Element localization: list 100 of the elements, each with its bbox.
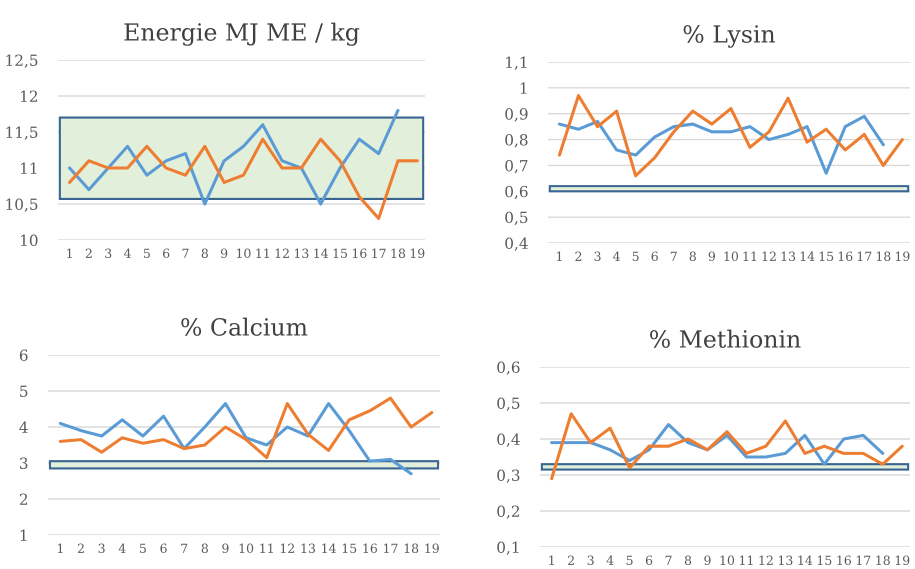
x-tick-label: 19 — [410, 248, 424, 258]
line-series — [550, 412, 904, 480]
x-tick-label: 10 — [237, 248, 251, 258]
x-tick-label: 14 — [798, 556, 812, 565]
x-tick-label: 10 — [720, 556, 734, 566]
chart-title: Energie MJ ME / kg — [124, 22, 360, 46]
x-tick-label: 4 — [118, 544, 126, 553]
x-tick-label: 1 — [58, 544, 63, 553]
x-tick-label: 11 — [744, 252, 756, 261]
x-tick-label: 2 — [568, 556, 574, 565]
y-tick-label: 1 — [520, 82, 526, 94]
y-tick-label: 4 — [19, 421, 28, 433]
y-tick-label: 1,1 — [506, 56, 526, 70]
x-tick-label: 4 — [613, 252, 620, 261]
y-tick-label: 12 — [20, 90, 38, 102]
x-tick-label: 11 — [260, 544, 273, 553]
y-tick-label: 2 — [20, 493, 28, 505]
x-tick-label: 13 — [782, 252, 796, 262]
x-tick-label: 11 — [740, 556, 753, 565]
x-tick-label: 18 — [876, 252, 890, 262]
x-tick-label: 18 — [392, 248, 406, 258]
x-tick-label: 15 — [334, 248, 347, 258]
x-tick-label: 9 — [222, 544, 229, 554]
y-tick-label: 1 — [20, 529, 26, 541]
x-tick-label: 6 — [652, 252, 658, 262]
x-tick-label: 2 — [78, 544, 84, 553]
x-tick-label: 17 — [372, 248, 386, 258]
y-tick-label: 0,6 — [505, 186, 528, 200]
y-tick-label: 0,4 — [497, 433, 520, 447]
x-tick-label: 16 — [352, 248, 366, 258]
x-tick-label: 15 — [342, 544, 356, 554]
x-tick-label: 19 — [425, 544, 439, 554]
x-tick-label: 19 — [896, 252, 910, 262]
x-tick-label: 8 — [202, 544, 208, 554]
y-tick-label: 0,6 — [497, 361, 520, 375]
x-tick-label: 5 — [632, 252, 639, 262]
line-series — [68, 108, 400, 206]
x-tick-label: 8 — [202, 248, 208, 258]
x-tick-label: 8 — [690, 252, 696, 262]
x-tick-label: 5 — [144, 248, 150, 258]
line-series — [558, 114, 885, 175]
x-tick-label: 1 — [67, 248, 72, 258]
x-tick-label: 7 — [666, 556, 672, 565]
y-tick-label: 0,3 — [497, 469, 520, 483]
x-tick-label: 12 — [762, 252, 776, 261]
chart-title: % Methionin — [650, 330, 801, 348]
x-tick-label: 1 — [556, 252, 562, 261]
x-tick-label: 12 — [280, 544, 294, 553]
x-tick-label: 15 — [820, 252, 834, 262]
x-tick-label: 11 — [256, 248, 269, 258]
x-tick-label: 8 — [684, 556, 692, 566]
x-tick-label: 5 — [626, 556, 633, 566]
x-tick-label: 16 — [363, 544, 378, 554]
x-tick-label: 7 — [182, 248, 189, 258]
y-tick-label: 11,5 — [6, 126, 38, 140]
y-tick-label: 3 — [20, 457, 28, 470]
y-tick-label: 10,5 — [6, 198, 38, 212]
x-tick-label: 14 — [322, 544, 336, 553]
y-tick-label: 0,8 — [505, 134, 528, 148]
x-tick-label: 9 — [708, 252, 715, 262]
x-tick-label: 4 — [124, 248, 131, 258]
x-tick-label: 17 — [858, 252, 872, 261]
x-tick-label: 10 — [240, 544, 254, 554]
y-tick-label: 0,5 — [505, 212, 528, 226]
x-tick-label: 18 — [404, 544, 418, 554]
x-tick-label: 12 — [276, 248, 289, 258]
x-tick-label: 13 — [778, 556, 792, 566]
line-series — [68, 138, 419, 220]
y-tick-label: 11 — [20, 162, 36, 174]
x-tick-label: 9 — [220, 248, 228, 258]
x-tick-label: 16 — [837, 556, 851, 566]
y-tick-label: 0,7 — [505, 160, 528, 174]
x-tick-label: 7 — [181, 544, 188, 553]
y-tick-label: 6 — [20, 349, 28, 362]
x-tick-label: 17 — [384, 544, 398, 553]
y-tick-label: 10 — [20, 234, 38, 246]
y-tick-label: 0,5 — [497, 397, 520, 411]
x-tick-label: 10 — [724, 252, 738, 262]
x-tick-label: 3 — [594, 252, 601, 262]
y-tick-label: 0,2 — [497, 505, 520, 519]
x-tick-label: 19 — [896, 556, 910, 566]
x-tick-label: 5 — [140, 544, 146, 554]
x-tick-label: 2 — [575, 252, 582, 261]
x-tick-label: 15 — [818, 556, 832, 566]
x-tick-label: 9 — [704, 556, 711, 566]
line-series — [558, 94, 904, 178]
x-tick-label: 3 — [105, 248, 112, 258]
chart-title: % Calcium — [181, 318, 308, 336]
x-tick-label: 17 — [856, 556, 870, 565]
y-tick-label: 5 — [20, 386, 28, 398]
x-tick-label: 12 — [759, 556, 773, 565]
x-tick-label: 2 — [86, 248, 92, 258]
x-tick-label: 13 — [302, 544, 315, 554]
y-tick-label: 0,9 — [505, 108, 528, 122]
x-tick-label: 13 — [294, 248, 308, 258]
x-tick-label: 3 — [588, 556, 594, 566]
x-tick-label: 6 — [163, 248, 170, 258]
x-tick-label: 3 — [98, 544, 105, 554]
x-tick-label: 6 — [160, 544, 167, 554]
x-tick-label: 14 — [314, 248, 328, 258]
